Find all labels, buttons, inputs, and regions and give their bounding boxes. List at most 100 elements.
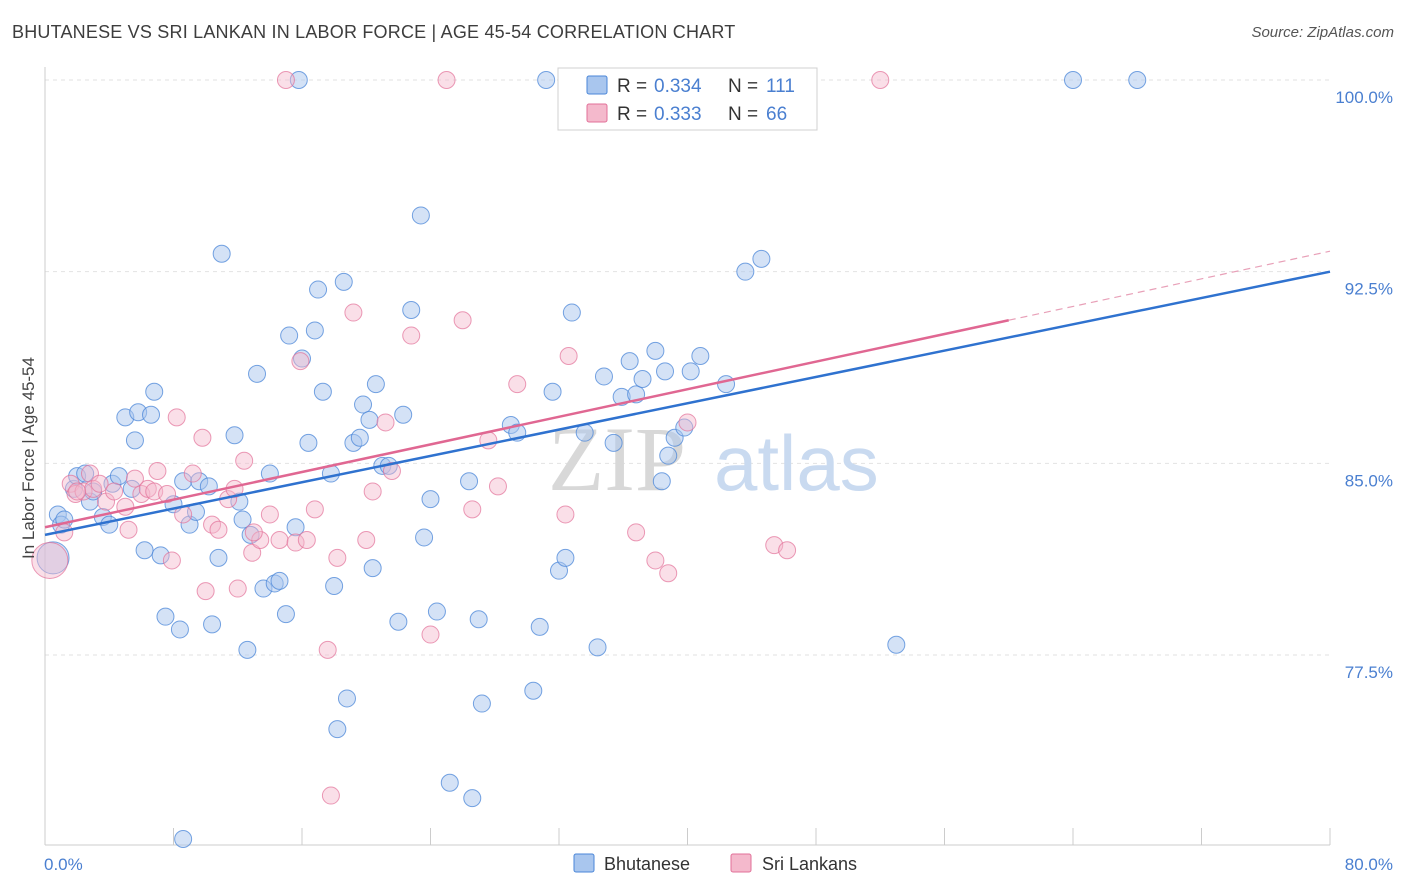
point-bhutanese <box>309 280 328 299</box>
point-bhutanese <box>469 610 488 629</box>
legend-stats: R = 0.334 N = 111 R = 0.333 N = 66 <box>557 67 818 131</box>
point-sri-lankans <box>778 541 797 560</box>
legend-n-value-1: 111 <box>766 76 795 97</box>
point-bhutanese <box>142 405 161 424</box>
point-bhutanese <box>633 370 652 388</box>
point-sri-lankans <box>251 531 270 549</box>
point-bhutanese <box>363 559 382 578</box>
x-tick-labels: 0.0% 80.0% <box>44 855 1393 874</box>
point-sri-lankans <box>556 505 575 524</box>
point-sri-lankans <box>193 428 212 447</box>
point-bhutanese <box>174 830 193 848</box>
y-tick-label-2: 92.5% <box>1345 280 1393 299</box>
point-bhutanese <box>463 789 482 808</box>
point-bhutanese <box>752 249 771 268</box>
point-bhutanese <box>1128 71 1147 89</box>
legend-n-label-2: N = <box>728 104 758 125</box>
point-bhutanese <box>135 541 154 560</box>
point-sri-lankans <box>31 541 69 579</box>
y-axis-label: In Labor Force | Age 45-54 <box>19 357 38 559</box>
point-sri-lankans <box>463 500 482 519</box>
legend-swatch-pink <box>586 103 608 123</box>
point-sri-lankans <box>376 413 395 432</box>
legend-r-label-1: R = <box>617 76 647 97</box>
point-bhutanese <box>203 615 222 634</box>
legend-bottom-swatch-blue <box>573 853 595 873</box>
point-bhutanese <box>286 518 305 537</box>
point-bhutanese <box>588 638 607 657</box>
point-bhutanese <box>659 446 678 465</box>
point-sri-lankans <box>291 352 310 371</box>
point-bhutanese <box>524 681 543 700</box>
point-bhutanese <box>325 577 344 595</box>
point-sri-lankans <box>357 531 376 549</box>
point-sri-lankans <box>627 523 646 542</box>
point-sri-lankans <box>646 551 665 570</box>
point-bhutanese <box>656 362 675 381</box>
point-bhutanese <box>691 347 710 365</box>
point-bhutanese <box>209 548 228 567</box>
point-bhutanese <box>604 433 623 452</box>
point-sri-lankans <box>125 469 144 488</box>
point-bhutanese <box>328 720 347 739</box>
point-sri-lankans <box>244 523 263 542</box>
point-sri-lankans <box>270 531 289 549</box>
point-bhutanese <box>270 571 289 590</box>
point-bhutanese <box>305 321 324 340</box>
point-bhutanese <box>736 262 755 281</box>
point-bhutanese <box>472 694 491 713</box>
point-sri-lankans <box>305 500 324 519</box>
point-bhutanese <box>1064 71 1082 89</box>
y-tick-label-1: 85.0% <box>1345 471 1393 490</box>
point-bhutanese <box>652 472 671 491</box>
legend-r-value-2: 0.333 <box>654 104 702 125</box>
point-bhutanese <box>100 515 119 534</box>
point-bhutanese <box>681 362 700 381</box>
point-bhutanese <box>427 602 446 621</box>
point-bhutanese <box>313 382 332 401</box>
point-sri-lankans <box>243 543 262 562</box>
point-sri-lankans <box>297 531 316 549</box>
point-bhutanese <box>354 395 373 414</box>
point-bhutanese <box>299 433 318 452</box>
point-bhutanese <box>415 528 434 547</box>
point-bhutanese <box>620 352 639 371</box>
point-bhutanese <box>156 607 175 626</box>
point-bhutanese <box>109 467 128 486</box>
point-bhutanese <box>225 426 244 445</box>
point-sri-lankans <box>363 482 382 501</box>
y-tick-label-3: 100.0% <box>1335 88 1393 107</box>
point-sri-lankans <box>105 482 124 501</box>
point-bhutanese <box>241 525 260 544</box>
point-sri-lankans <box>402 326 421 345</box>
point-bhutanese <box>556 548 575 567</box>
point-bhutanese <box>337 689 356 708</box>
point-sri-lankans <box>421 625 440 644</box>
legend-r-value-1: 0.334 <box>654 76 702 97</box>
point-sri-lankans <box>183 464 202 483</box>
point-bhutanese <box>421 490 440 509</box>
point-bhutanese <box>36 541 70 575</box>
point-sri-lankans <box>488 477 507 496</box>
watermark: ZIP atlas <box>548 408 879 510</box>
point-bhutanese <box>366 375 385 394</box>
point-bhutanese <box>717 375 736 394</box>
point-sri-lankans <box>508 375 527 394</box>
point-bhutanese <box>389 612 408 631</box>
point-sri-lankans <box>437 71 456 89</box>
point-bhutanese <box>440 773 459 792</box>
legend-n-value-2: 66 <box>766 104 787 125</box>
point-sri-lankans <box>209 520 228 539</box>
point-sri-lankans <box>276 71 295 89</box>
point-bhutanese <box>646 341 665 360</box>
x-tick-label-1: 80.0% <box>1345 855 1393 874</box>
point-bhutanese <box>394 405 413 424</box>
y-tick-label-0: 77.5% <box>1345 663 1393 682</box>
point-bhutanese <box>289 71 308 89</box>
x-tick-label-0: 0.0% <box>44 855 83 874</box>
point-sri-lankans <box>158 485 177 503</box>
point-bhutanese <box>248 364 267 383</box>
point-sri-lankans <box>321 786 340 805</box>
point-sri-lankans <box>559 347 578 365</box>
point-bhutanese <box>151 546 170 565</box>
